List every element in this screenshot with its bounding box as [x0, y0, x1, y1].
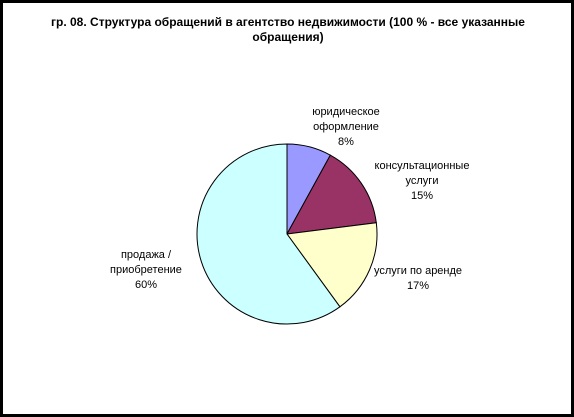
- slice-label: юридическое оформление 8%: [296, 105, 396, 150]
- pie-slice: [286, 222, 378, 308]
- category-label: консультационные услуги: [374, 160, 470, 187]
- value-label: 60%: [134, 279, 158, 291]
- slice-label: продажа / приобретение 60%: [96, 248, 196, 293]
- category-label: услуги по аренде: [373, 265, 463, 277]
- pie-slice: [286, 154, 377, 235]
- pie-area: [196, 143, 378, 325]
- chart-title: гр. 08. Структура обращений в агентство …: [51, 15, 525, 44]
- value-label: 15%: [410, 190, 434, 202]
- value-label: 17%: [406, 280, 430, 292]
- category-label: продажа / приобретение: [110, 249, 182, 276]
- value-label: 8%: [338, 136, 354, 148]
- slice-label: услуги по аренде 17%: [353, 264, 483, 294]
- slice-label: консультационные услуги 15%: [372, 159, 472, 204]
- category-label: юридическое оформление: [312, 106, 380, 133]
- pie-slice: [196, 143, 341, 325]
